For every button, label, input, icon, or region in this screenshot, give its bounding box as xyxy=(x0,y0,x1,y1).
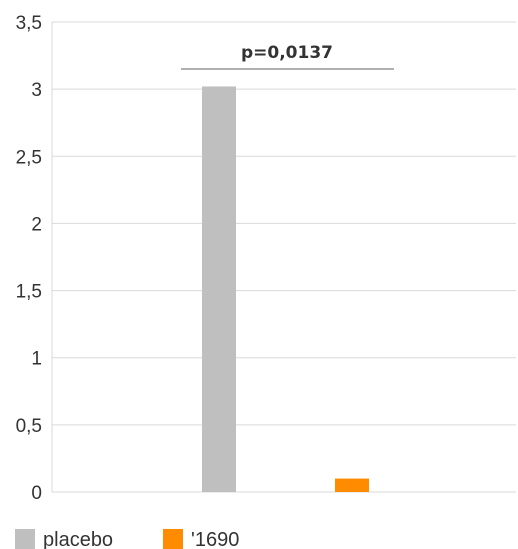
legend-swatch xyxy=(15,529,35,549)
y-tick-label: 3 xyxy=(31,80,42,101)
legend: placebo '1690 xyxy=(15,529,239,549)
p-value-label: p=0,0137 xyxy=(241,43,333,63)
y-tick-label: 0,5 xyxy=(16,416,42,437)
y-tick-label: 2,5 xyxy=(16,147,42,168)
bars xyxy=(202,86,369,492)
bar-1690 xyxy=(335,478,369,492)
bar-placebo xyxy=(202,86,236,492)
y-tick-label: 1 xyxy=(31,349,42,370)
legend-label: placebo xyxy=(43,529,113,549)
gridlines xyxy=(52,21,516,493)
y-tick-label: 1,5 xyxy=(16,282,42,303)
y-tick-label: 3,5 xyxy=(16,13,42,34)
y-tick-label: 0 xyxy=(31,483,42,504)
y-tick-labels: 0 0,5 1 1,5 2 2,5 3 3,5 xyxy=(16,13,42,504)
legend-label: '1690 xyxy=(191,529,239,549)
y-tick-label: 2 xyxy=(31,214,42,235)
legend-swatch xyxy=(163,529,183,549)
significance-annotation: p=0,0137 xyxy=(181,43,394,70)
